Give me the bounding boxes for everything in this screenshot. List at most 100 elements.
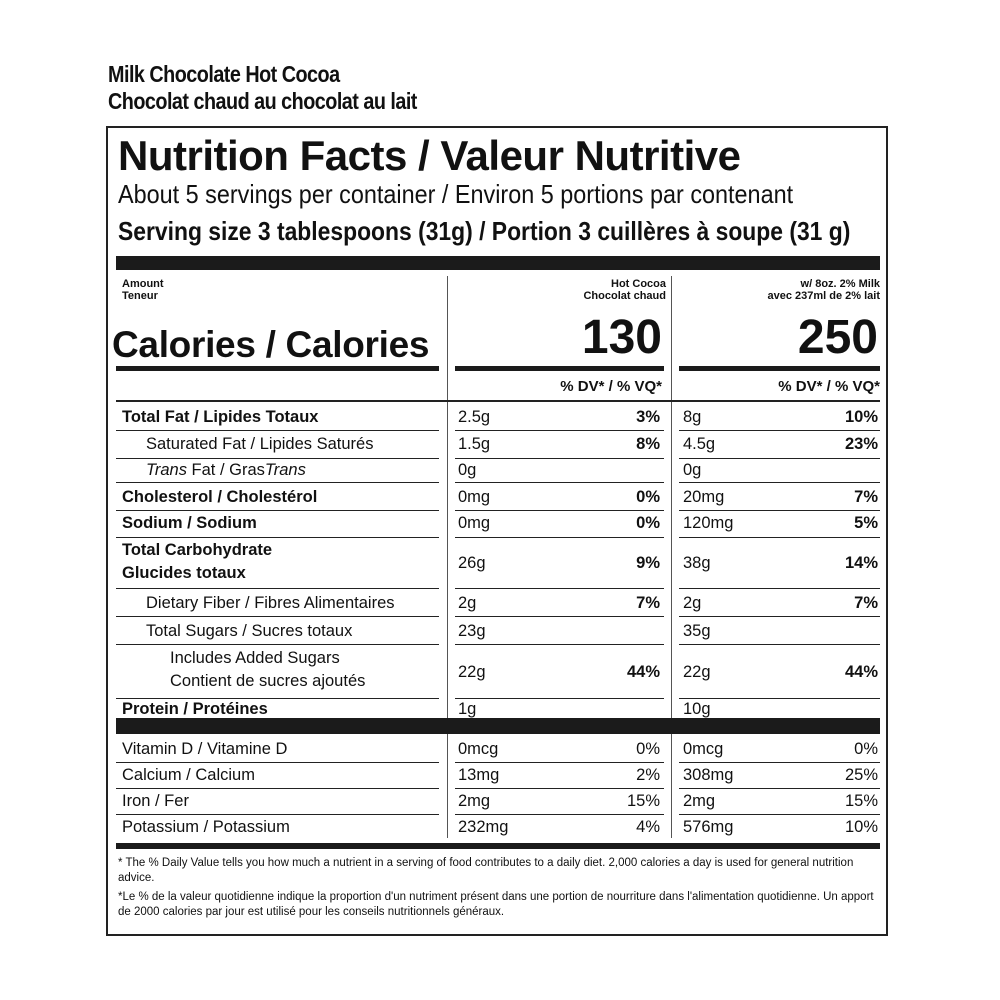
col1-dv: 3% bbox=[636, 407, 660, 426]
col2-amount: 35g bbox=[683, 621, 711, 640]
col2-amount: 8g bbox=[683, 407, 702, 426]
row-divider bbox=[116, 644, 439, 645]
col2-amount: 38g bbox=[683, 553, 711, 572]
nutrient-label: Saturated Fat / Lipides Saturés bbox=[146, 434, 374, 453]
col1-amount: 0mg bbox=[458, 514, 491, 532]
vitamin-label: Vitamin D / Vitamine D bbox=[122, 739, 288, 758]
row-divider-col1 bbox=[455, 616, 664, 617]
nutrient-label: Sodium / Sodium bbox=[122, 514, 257, 532]
row-divider-col2 bbox=[679, 537, 880, 538]
nutrient-label-line1: Total Carbohydrate bbox=[122, 541, 273, 559]
row-divider-col2 bbox=[679, 698, 880, 699]
col1-dv-header: % DV* / % VQ* bbox=[560, 378, 662, 395]
col1-amount: 0mcg bbox=[458, 739, 499, 758]
divider-calories bbox=[116, 366, 439, 371]
row-divider bbox=[116, 588, 439, 589]
col2-calories: 250 bbox=[797, 311, 878, 364]
col1-dv: 8% bbox=[636, 434, 660, 453]
col2-dv: 25% bbox=[844, 765, 878, 784]
col1-dv: 0% bbox=[636, 487, 660, 506]
col2-amount: 576mg bbox=[683, 817, 734, 836]
col2-amount: 120mg bbox=[683, 514, 734, 532]
row-divider bbox=[116, 537, 439, 538]
row-divider bbox=[116, 616, 439, 617]
row-divider-col1 bbox=[455, 482, 664, 483]
nutrient-label-line2: Contient de sucres ajoutés bbox=[170, 672, 366, 690]
col2-amount: 10g bbox=[683, 699, 711, 718]
col2-dv: 7% bbox=[854, 487, 878, 506]
row-divider-col2 bbox=[679, 588, 880, 589]
row-divider-col2 bbox=[679, 788, 880, 789]
row-divider bbox=[116, 510, 439, 511]
row-divider bbox=[116, 788, 439, 789]
vitamin-label: Iron / Fer bbox=[122, 791, 189, 810]
col2-header-fr: avec 237ml de 2% lait bbox=[767, 290, 880, 302]
col1-amount: 1.5g bbox=[458, 434, 491, 453]
row-divider-col2 bbox=[679, 814, 880, 815]
product-name-en: Milk Chocolate Hot Cocoa bbox=[108, 61, 340, 87]
row-divider-col2 bbox=[679, 482, 880, 483]
row-divider bbox=[116, 482, 439, 483]
col2-amount: 20mg bbox=[683, 487, 725, 506]
col2-dv: 15% bbox=[844, 791, 878, 810]
trans-italic: Trans bbox=[146, 460, 187, 479]
col1-dv: 0% bbox=[636, 514, 660, 532]
col1-header-en: Hot Cocoa bbox=[611, 278, 666, 290]
divider-calories-col2 bbox=[679, 366, 880, 371]
col2-amount: 308mg bbox=[683, 765, 734, 784]
row-divider-col1 bbox=[455, 814, 664, 815]
row-divider-col1 bbox=[455, 537, 664, 538]
col2-amount: 0mcg bbox=[683, 739, 724, 758]
row-divider bbox=[116, 698, 439, 699]
row-divider-col2 bbox=[679, 644, 880, 645]
nutrient-label: Total Sugars / Sucres totaux bbox=[146, 621, 353, 640]
col1-amount: 2g bbox=[458, 593, 477, 612]
divider-vitamins bbox=[116, 718, 880, 734]
nutrition-facts-label: Nutrition Facts / Valeur Nutritive About… bbox=[106, 126, 888, 936]
col1-amount: 22g bbox=[458, 662, 486, 681]
divider-footnote bbox=[116, 843, 880, 849]
col1-dv: 7% bbox=[636, 593, 660, 612]
trans-italic-fr: Trans bbox=[264, 460, 306, 479]
divider-dv bbox=[116, 400, 880, 402]
col1-dv: 44% bbox=[626, 662, 660, 681]
label-title: Nutrition Facts / Valeur Nutritive bbox=[118, 132, 741, 179]
row-divider bbox=[116, 814, 439, 815]
col2-dv: 10% bbox=[844, 817, 878, 836]
nutrient-label: Dietary Fiber / Fibres Alimentaires bbox=[146, 593, 395, 612]
col1-amount: 232mg bbox=[458, 817, 509, 836]
vitamin-label: Potassium / Potassium bbox=[122, 817, 290, 836]
col2-dv: 23% bbox=[844, 434, 878, 453]
col2-amount: 2mg bbox=[683, 791, 716, 810]
amount-en: Amount bbox=[122, 278, 164, 290]
col1-dv: 0% bbox=[636, 739, 660, 758]
divider-top-thick bbox=[116, 256, 880, 270]
row-divider-col2 bbox=[679, 430, 880, 431]
row-divider-col1 bbox=[455, 588, 664, 589]
nutrient-label: Total Fat / Lipides Totaux bbox=[122, 407, 319, 426]
row-divider-col2 bbox=[679, 458, 880, 459]
product-name-fr: Chocolat chaud au chocolat au lait bbox=[108, 88, 417, 114]
footnote-fr: *Le % de la valeur quotidienne indique l… bbox=[118, 891, 874, 918]
row-divider bbox=[116, 430, 439, 431]
col1-amount: 13mg bbox=[458, 765, 500, 784]
col2-dv: 0% bbox=[854, 739, 878, 758]
col1-calories: 130 bbox=[581, 311, 662, 364]
calories-label: Calories / Calories bbox=[112, 324, 430, 365]
col1-dv: 15% bbox=[626, 791, 660, 810]
col2-dv: 7% bbox=[854, 593, 878, 612]
row-divider-col1 bbox=[455, 644, 664, 645]
row-divider-col1 bbox=[455, 762, 664, 763]
col2-amount: 4.5g bbox=[683, 434, 716, 453]
nutrient-label-line2: Glucides totaux bbox=[122, 564, 246, 582]
col2-dv-header: % DV* / % VQ* bbox=[778, 378, 880, 395]
row-divider bbox=[116, 458, 439, 459]
col1-header-fr: Chocolat chaud bbox=[583, 290, 666, 302]
nutrient-label-line1: Includes Added Sugars bbox=[170, 649, 340, 667]
row-divider-col2 bbox=[679, 616, 880, 617]
row-divider-col1 bbox=[455, 788, 664, 789]
row-divider-col1 bbox=[455, 698, 664, 699]
col2-amount: 22g bbox=[683, 662, 711, 681]
col1-amount: 2.5g bbox=[458, 407, 491, 426]
servings-per-container: About 5 servings per container / Environ… bbox=[118, 179, 794, 209]
